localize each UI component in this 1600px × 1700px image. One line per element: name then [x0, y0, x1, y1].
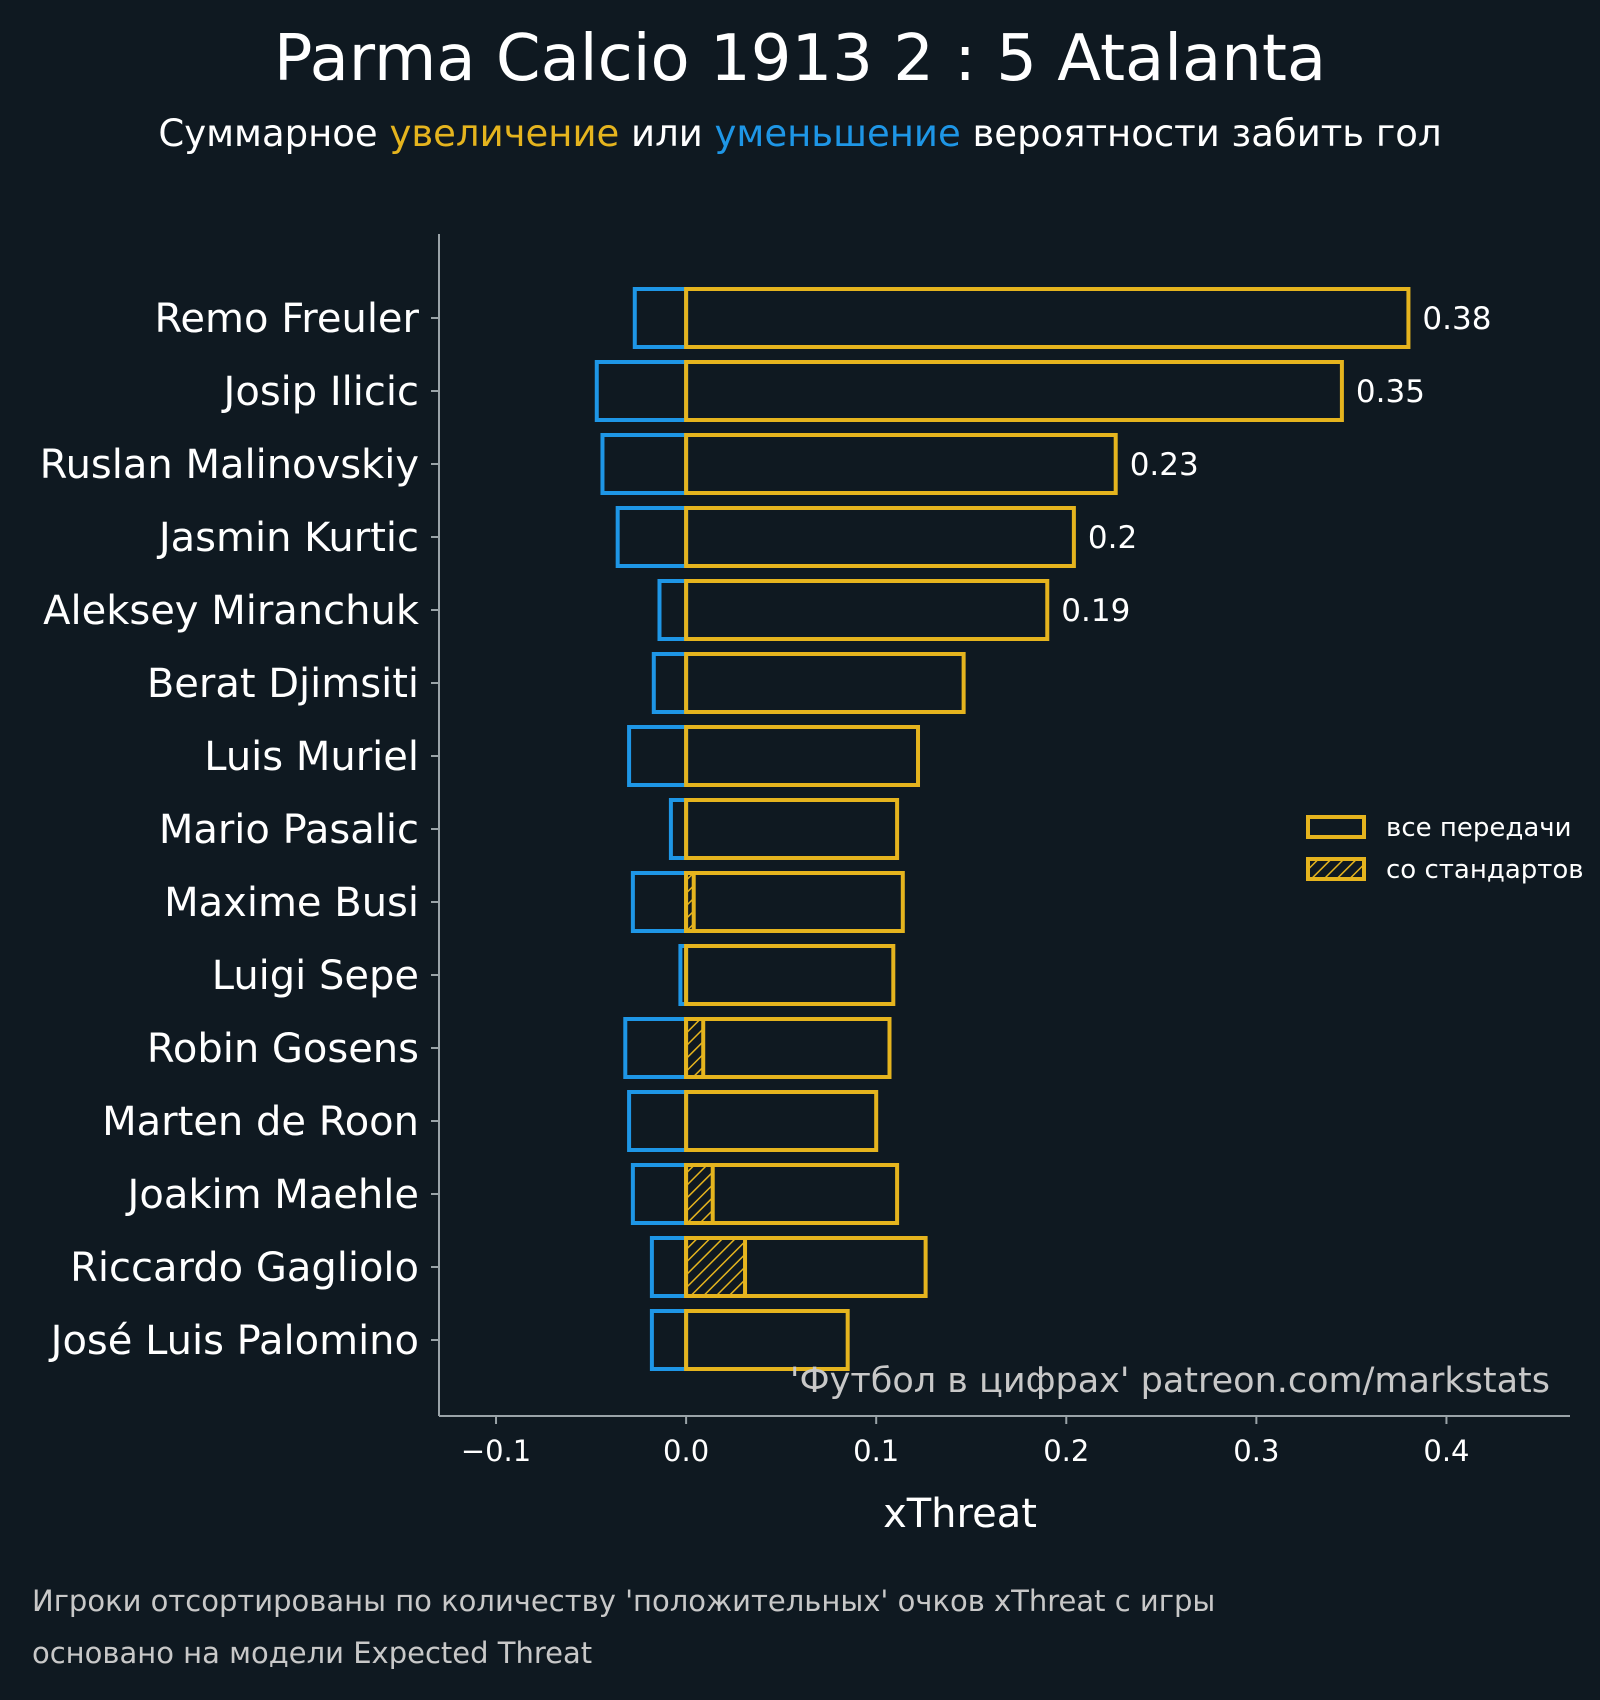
x-tick-label: 0.2: [1043, 1434, 1089, 1468]
chart-title: Parma Calcio 1913 2 : 5 Atalanta: [273, 22, 1327, 96]
x-tick-label: 0.0: [663, 1434, 709, 1468]
positive-bar: [684, 360, 1344, 422]
positive-bar: [684, 944, 896, 1006]
value-label: 0.38: [1422, 301, 1491, 337]
positive-bar: [684, 1163, 900, 1225]
legend: все передачи со стандартов: [1306, 813, 1584, 885]
footnote-model: основано на модели Expected Threat: [32, 1636, 593, 1670]
positive-bar: [684, 579, 1050, 641]
x-tick-label: 0.4: [1423, 1434, 1469, 1468]
player-label: Berat Djimsiti: [147, 661, 419, 707]
subtitle-suffix: вероятности забить гол: [960, 112, 1442, 155]
x-tick-label: −0.1: [461, 1434, 531, 1468]
value-label: 0.23: [1130, 447, 1199, 483]
negative-bar: [649, 1309, 689, 1371]
chart-subtitle: Суммарное увеличение или уменьшение веро…: [0, 112, 1600, 155]
x-tick-label: 0.3: [1233, 1434, 1279, 1468]
player-label: Aleksey Miranchuk: [43, 588, 420, 634]
legend-swatch-setpiece: [1306, 857, 1366, 881]
positive-bar: [684, 652, 966, 714]
negative-bar: [651, 652, 689, 714]
negative-bar: [630, 871, 689, 933]
positive-bar: [684, 871, 905, 933]
positive-bar: [684, 506, 1076, 568]
player-label: Riccardo Gagliolo: [70, 1245, 419, 1291]
negative-bar: [630, 1163, 689, 1225]
watermark: 'Футбол в цифрах' patreon.com/markstats: [790, 1361, 1550, 1401]
setpiece-bar: [684, 871, 696, 933]
x-axis-label: xThreat: [883, 1491, 1037, 1537]
positive-bar: [684, 1309, 850, 1371]
player-label: Mario Pasalic: [159, 807, 419, 853]
player-label: Luis Muriel: [204, 734, 419, 780]
player-label: Jasmin Kurtic: [156, 515, 419, 561]
legend-swatch-all: [1306, 815, 1366, 839]
negative-bar: [668, 798, 689, 860]
negative-bar: [649, 1236, 689, 1298]
player-label: José Luis Palomino: [48, 1318, 419, 1364]
player-label: Luigi Sepe: [212, 953, 419, 999]
subtitle-decrease: уменьшение: [714, 112, 961, 155]
subtitle-prefix: Суммарное: [158, 112, 390, 155]
positive-bar: [684, 798, 900, 860]
legend-label-setpiece: со стандартов: [1386, 855, 1584, 885]
player-label: Josip Ilicic: [221, 369, 419, 415]
positive-bar: [684, 1090, 879, 1152]
subtitle-increase: увеличение: [389, 112, 620, 155]
player-label: Joakim Maehle: [125, 1172, 419, 1218]
setpiece-bar: [684, 1163, 715, 1225]
negative-bar: [657, 579, 689, 641]
setpiece-bar: [684, 1017, 706, 1079]
positive-bar: [684, 433, 1118, 495]
plot-area: −0.1 0.0 0.1 0.2 0.3 0.4 Remo Freuler 0.38 Josip…: [40, 234, 1570, 1468]
negative-bar: [627, 1090, 689, 1152]
negative-bar: [615, 506, 689, 568]
setpiece-bar: [684, 1236, 748, 1298]
value-label: 0.19: [1061, 593, 1130, 629]
value-label: 0.35: [1356, 374, 1425, 410]
positive-bar: [684, 1017, 892, 1079]
negative-bar: [632, 287, 689, 349]
negative-bar: [627, 725, 689, 787]
x-tick-label: 0.1: [853, 1434, 899, 1468]
player-label: Remo Freuler: [154, 296, 419, 342]
subtitle-middle: или: [619, 112, 715, 155]
player-label: Maxime Busi: [164, 880, 419, 926]
negative-bar: [594, 360, 689, 422]
player-label: Marten de Roon: [102, 1099, 419, 1145]
negative-bar: [623, 1017, 689, 1079]
value-label: 0.2: [1088, 520, 1137, 556]
footnote-sorting: Игроки отсортированы по количеству 'поло…: [32, 1584, 1216, 1618]
legend-label-all: все передачи: [1386, 813, 1572, 843]
negative-bar: [600, 433, 689, 495]
positive-bar: [684, 287, 1411, 349]
positive-bar: [684, 725, 921, 787]
player-label: Robin Gosens: [147, 1026, 419, 1072]
player-label: Ruslan Malinovskiy: [40, 442, 419, 488]
